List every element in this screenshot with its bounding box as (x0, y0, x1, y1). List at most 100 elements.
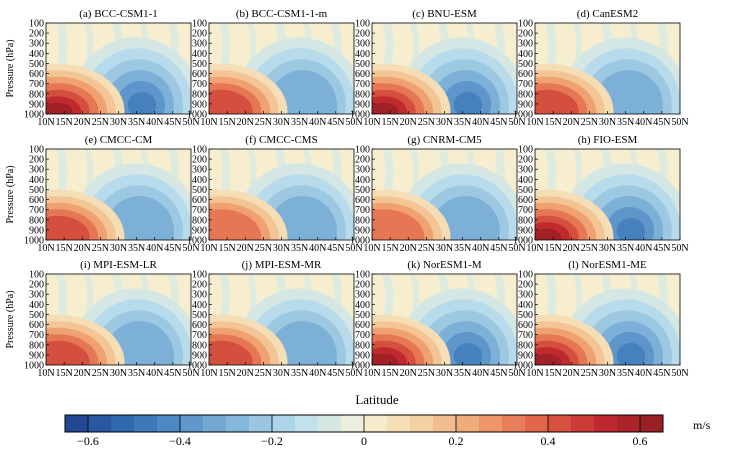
y-tick-label: 800 (518, 215, 533, 226)
colorbar-segment (203, 415, 227, 432)
x-tick-label: 45N (327, 117, 344, 128)
colorbar-segment (502, 415, 526, 432)
y-tick-label: 400 (518, 300, 533, 311)
x-tick-label: 20N (563, 368, 580, 379)
x-tick-label: 30N (599, 117, 616, 128)
x-tick-label: 25N (581, 117, 598, 128)
x-tick-label: 35N (454, 117, 471, 128)
x-tick-label: 25N (255, 117, 272, 128)
colorbar-segment (226, 415, 250, 432)
panel-7: (h) FIO-ESM10020030040050060070080090010… (513, 134, 689, 254)
colorbar-tick-label: −0.4 (169, 434, 191, 448)
x-tick-label: 50N (508, 117, 525, 128)
y-tick-label: 800 (29, 340, 44, 351)
x-tick-label: 40N (635, 368, 652, 379)
y-tick-label: 600 (29, 320, 44, 331)
colorbar-segment (387, 415, 411, 432)
y-tick-label: 600 (29, 69, 44, 80)
positive-contour (209, 209, 262, 240)
y-tick-label: 900 (192, 350, 207, 361)
x-tick-label: 25N (255, 243, 272, 254)
negative-contour (616, 342, 646, 365)
x-tick-label: 15N (545, 368, 562, 379)
y-axis-label: Pressure (hPa) (5, 290, 16, 348)
x-tick-label: 10N (37, 243, 54, 254)
colorbar-segment (525, 415, 549, 432)
panel-title: (k) NorESM1-M (407, 259, 481, 271)
x-tick-label: 35N (454, 243, 471, 254)
colorbar-segment (410, 415, 434, 432)
panel-title: (j) MPI-ESM-MR (242, 259, 322, 271)
y-tick-label: 400 (29, 300, 44, 311)
x-tick-label: 50N (182, 117, 199, 128)
x-tick-label: 40N (309, 368, 326, 379)
x-tick-label: 10N (363, 368, 380, 379)
x-tick-label: 20N (74, 243, 91, 254)
x-tick-label: 30N (436, 243, 453, 254)
panel-field (372, 274, 517, 365)
y-tick-label: 800 (29, 215, 44, 226)
y-tick-label: 600 (518, 69, 533, 80)
y-tick-label: 1000 (24, 361, 44, 372)
colorbar-unit: m/s (693, 418, 711, 432)
x-tick-label: 45N (653, 117, 670, 128)
y-tick-label: 1000 (513, 361, 533, 372)
colorbar-segment (157, 415, 181, 432)
y-tick-label: 200 (192, 155, 207, 166)
panel-field (535, 149, 680, 240)
y-tick-label: 600 (29, 195, 44, 206)
y-tick-label: 600 (192, 69, 207, 80)
colorbar-segment (456, 415, 480, 432)
x-tick-label: 30N (436, 368, 453, 379)
x-tick-label: 15N (219, 243, 236, 254)
positive-contour (46, 340, 90, 365)
colorbar-segment (111, 415, 135, 432)
y-tick-label: 300 (355, 290, 370, 301)
y-tick-label: 500 (355, 59, 370, 70)
y-tick-label: 800 (518, 89, 533, 100)
x-tick-label: 45N (164, 243, 181, 254)
x-tick-label: 30N (273, 243, 290, 254)
y-tick-label: 1000 (513, 236, 533, 247)
y-tick-label: 600 (192, 195, 207, 206)
x-tick-label: 35N (128, 368, 145, 379)
x-tick-label: 25N (255, 368, 272, 379)
y-tick-label: 800 (29, 89, 44, 100)
x-tick-label: 30N (110, 243, 127, 254)
x-tick-label: 20N (400, 368, 417, 379)
x-tick-label: 10N (200, 243, 217, 254)
x-tick-label: 15N (56, 117, 73, 128)
colorbar-tick-label: 0 (361, 434, 367, 448)
panel-title: (b) BCC-CSM1-1-m (236, 8, 328, 20)
x-tick-label: 20N (237, 368, 254, 379)
x-tick-label: 50N (671, 368, 688, 379)
y-tick-label: 500 (192, 310, 207, 321)
y-tick-label: 1000 (513, 110, 533, 121)
y-tick-label: 900 (518, 99, 533, 110)
x-tick-label: 10N (526, 368, 543, 379)
x-tick-label: 45N (490, 368, 507, 379)
x-tick-label: 10N (37, 117, 54, 128)
y-tick-label: 500 (518, 310, 533, 321)
x-tick-label: 40N (309, 243, 326, 254)
x-tick-label: 30N (110, 368, 127, 379)
figure-xlabel: Latitude (355, 392, 399, 407)
y-tick-label: 300 (518, 39, 533, 50)
x-tick-label: 20N (563, 243, 580, 254)
x-tick-label: 45N (653, 243, 670, 254)
y-tick-label: 700 (355, 79, 370, 90)
x-tick-label: 35N (291, 117, 308, 128)
y-tick-label: 500 (518, 185, 533, 196)
y-tick-label: 100 (29, 270, 44, 281)
y-tick-label: 100 (192, 270, 207, 281)
y-tick-label: 300 (355, 39, 370, 50)
y-tick-label: 200 (355, 29, 370, 40)
y-tick-label: 700 (355, 205, 370, 216)
x-tick-label: 35N (617, 243, 634, 254)
y-tick-label: 400 (29, 49, 44, 60)
y-tick-label: 200 (29, 29, 44, 40)
x-tick-label: 40N (472, 117, 489, 128)
y-tick-label: 800 (355, 215, 370, 226)
y-tick-label: 400 (192, 49, 207, 60)
